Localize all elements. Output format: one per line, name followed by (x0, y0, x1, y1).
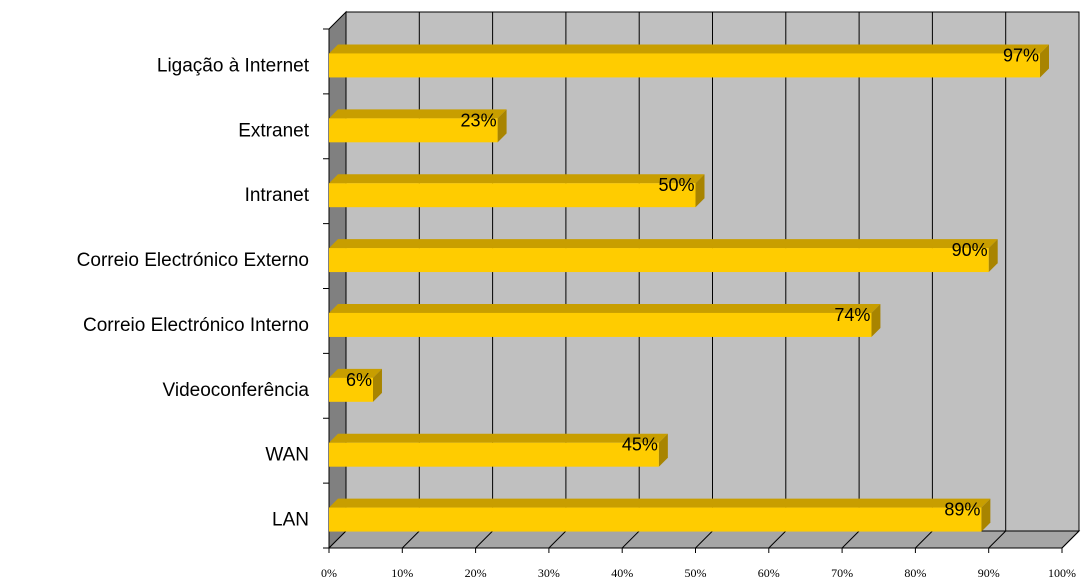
bar-side (988, 239, 998, 273)
x-tick-labels: 0% 10% 20% 30% 40% 50% 60% 70% 80% 90% 100% (321, 566, 1076, 580)
floor-gridline (768, 530, 787, 549)
bar-top (329, 303, 881, 313)
bar-top (329, 44, 1050, 54)
bar (329, 498, 991, 532)
bar-top (329, 433, 668, 443)
bar (329, 109, 507, 143)
data-label: 97% (1003, 45, 1039, 65)
bar-top (329, 174, 705, 184)
bars (329, 44, 1050, 532)
bar (329, 239, 998, 273)
floor-gridline (475, 530, 493, 549)
floor-gridline (988, 530, 1007, 549)
bar (329, 174, 705, 208)
bar-front (329, 53, 1041, 78)
bar (329, 433, 668, 467)
bar-front (329, 248, 989, 273)
bar-side (695, 174, 705, 208)
bar-top (329, 109, 507, 119)
x-tick-label: 50% (685, 566, 707, 580)
bar-side (497, 109, 507, 143)
data-label: 6% (346, 370, 372, 390)
plot-area (327, 10, 1081, 550)
bar-front (329, 312, 872, 337)
data-label: 50% (658, 175, 694, 195)
category-labels: Ligação à Internet Extranet Intranet Correi… (77, 55, 310, 530)
category-label: LAN (272, 510, 309, 531)
x-tick-label: 30% (538, 566, 560, 580)
bar-front (329, 183, 696, 208)
bar-side (658, 433, 668, 467)
x-tick-label: 90% (978, 566, 1000, 580)
data-label: 89% (944, 500, 980, 520)
x-tick-label: 10% (391, 566, 413, 580)
category-label: Correio Electrónico Interno (83, 315, 309, 336)
bar (329, 368, 382, 402)
bar-top (329, 498, 991, 508)
floor-gridline (841, 530, 860, 549)
floor-gridline (915, 530, 933, 549)
category-label: Videoconferência (163, 380, 310, 401)
bar (329, 44, 1050, 78)
category-label: WAN (265, 445, 309, 466)
data-label: 45% (622, 435, 658, 455)
category-label: Correio Electrónico Externo (77, 250, 309, 271)
data-labels: 97% 23% 50% 90% 74% 6% 45% 89% (346, 45, 1039, 519)
x-tick-label: 80% (904, 566, 926, 580)
bar-top (329, 368, 382, 378)
floor-gridline (695, 530, 713, 549)
x-tick-label: 70% (831, 566, 853, 580)
bar-front (329, 507, 982, 532)
x-tick-label: 0% (321, 566, 337, 580)
floor-gridline (548, 530, 567, 549)
bar-side (981, 498, 991, 532)
bar-front (329, 377, 373, 402)
x-tick-label: 60% (758, 566, 780, 580)
data-label: 90% (952, 240, 988, 260)
bar-top (329, 239, 998, 249)
bar-side (871, 303, 881, 337)
data-label: 23% (461, 110, 497, 130)
x-tick-label: 20% (465, 566, 487, 580)
plot-side-wall (328, 10, 347, 550)
category-label: Intranet (245, 185, 310, 206)
x-tick-label: 100% (1048, 566, 1076, 580)
bar-side (372, 368, 382, 402)
category-label: Extranet (238, 120, 309, 141)
bar-front (329, 118, 498, 143)
floor-gridline (621, 530, 640, 549)
category-label: Ligação à Internet (157, 55, 310, 76)
floor-gridline (1061, 530, 1080, 549)
floor-gridline (401, 530, 420, 549)
bar (329, 303, 881, 337)
bar-side (1040, 44, 1050, 78)
bar-front (329, 442, 659, 467)
data-label: 74% (834, 305, 870, 325)
x-tick-label: 40% (611, 566, 633, 580)
